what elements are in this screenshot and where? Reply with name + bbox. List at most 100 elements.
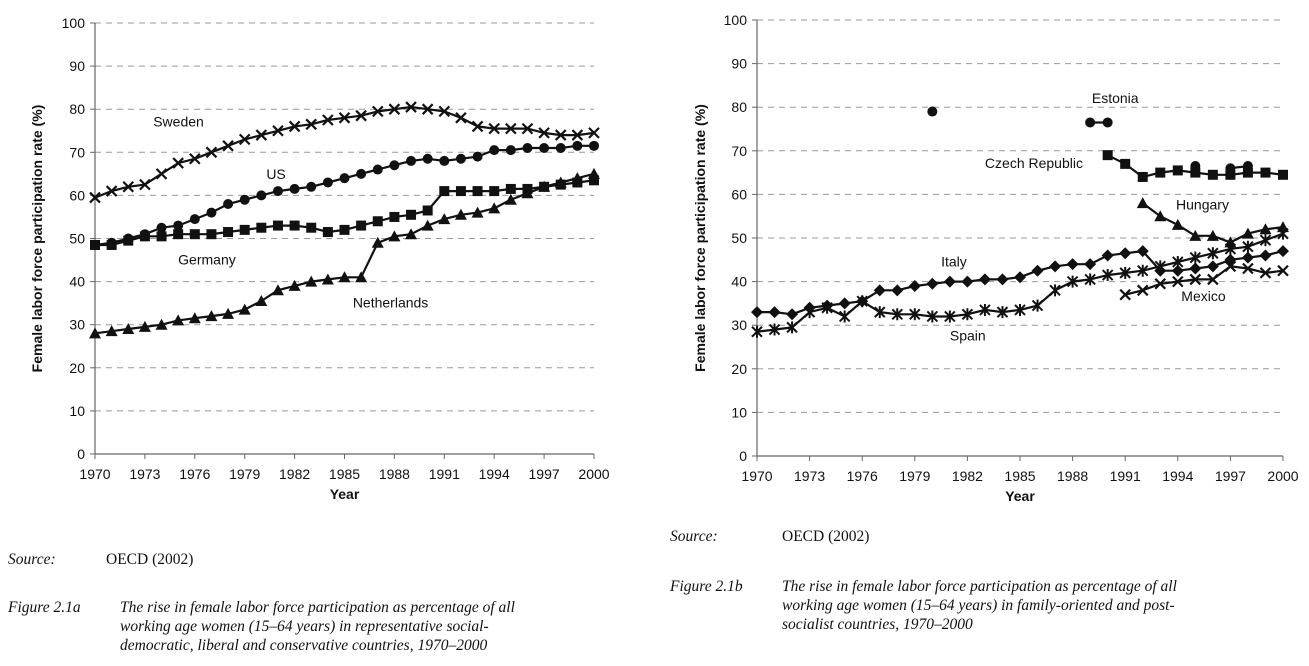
x-axis-title: Year [330, 486, 360, 502]
series-labels: Sweden US Germany Netherlands [153, 113, 428, 310]
data-point-spain [926, 310, 939, 323]
data-point-netherlands [538, 180, 551, 192]
data-point-netherlands [155, 318, 168, 330]
data-point-czech-republic [1260, 167, 1271, 178]
series-label-italy: Italy [941, 253, 967, 269]
y-tick-label: 100 [62, 15, 86, 31]
data-point-germany [239, 224, 250, 235]
data-point-italy [1241, 251, 1254, 264]
data-point-us [539, 142, 550, 153]
data-point-germany [505, 183, 516, 194]
data-point-italy [786, 308, 799, 321]
data-point-germany [439, 186, 450, 197]
data-point-netherlands [355, 271, 368, 283]
y-axis-title: Female labor force participation rate (%… [29, 105, 45, 373]
data-point-spain [821, 301, 833, 314]
source-value: OECD (2002) [782, 528, 870, 545]
data-point-sweden [505, 122, 517, 135]
data-point-spain [1154, 260, 1166, 273]
data-point-spain [838, 310, 851, 323]
data-point-netherlands [288, 279, 301, 291]
data-point-us [472, 151, 483, 162]
data-point-hungary [1136, 197, 1149, 209]
series-label-germany: Germany [178, 251, 236, 267]
data-point-us [272, 186, 283, 197]
data-point-italy [943, 275, 956, 288]
data-point-us [522, 142, 533, 153]
data-point-netherlands [271, 284, 284, 296]
figure-caption-line: The rise in female labor force participa… [120, 599, 515, 616]
data-point-netherlands [338, 271, 351, 283]
y-tick-label: 60 [731, 186, 747, 202]
data-point-us [356, 168, 367, 179]
data-point-italy [891, 284, 904, 297]
x-tick-label: 1976 [179, 466, 210, 482]
data-point-spain [1137, 264, 1149, 277]
data-point-italy [1277, 245, 1289, 258]
data-point-czech-republic [1278, 169, 1288, 180]
y-tick-label: 80 [731, 99, 747, 115]
data-point-us [439, 155, 450, 166]
y-tick-label: 0 [77, 446, 85, 462]
data-point-spain [874, 306, 886, 319]
data-point-mexico [1119, 288, 1131, 301]
data-point-italy [1206, 260, 1219, 273]
data-point-germany [356, 220, 367, 231]
data-point-sweden [538, 127, 550, 139]
data-point-czech-republic [1155, 167, 1166, 178]
data-point-us [173, 220, 184, 231]
data-point-italy [1224, 253, 1237, 266]
series-estonia [927, 106, 1253, 174]
data-point-germany [589, 175, 599, 186]
source-label: Source: [670, 528, 718, 545]
data-point-us [322, 177, 333, 188]
data-point-us [223, 199, 234, 210]
data-point-netherlands [421, 219, 434, 231]
data-point-czech-republic [1172, 165, 1183, 176]
series-label-czech-republic: Czech Republic [985, 155, 1083, 171]
y-tick-label: 30 [69, 317, 85, 333]
data-point-czech-republic [1225, 169, 1236, 180]
data-point-spain [1101, 269, 1114, 282]
x-tick-label: 1997 [1215, 468, 1246, 484]
data-point-us [339, 173, 350, 184]
x-tick-label: 1988 [1057, 468, 1088, 484]
data-point-sweden [172, 157, 184, 169]
data-point-italy [768, 306, 781, 319]
data-point-us [372, 164, 383, 175]
data-point-germany [389, 211, 400, 222]
x-tick-label: 1970 [741, 468, 772, 484]
figure-caption-left: Figure 2.1a The rise in female labor for… [8, 598, 648, 662]
data-point-germany [322, 227, 333, 238]
source-caption-right: Source: OECD (2002) [670, 527, 1290, 549]
x-tick-label: 1973 [794, 468, 825, 484]
data-point-us [156, 222, 167, 233]
data-point-estonia [927, 106, 938, 117]
data-point-czech-republic [1120, 158, 1131, 169]
data-point-netherlands [238, 303, 251, 315]
data-point-germany [289, 220, 300, 231]
data-point-spain [961, 308, 974, 321]
data-point-sweden [122, 181, 135, 193]
data-point-netherlands [205, 310, 218, 322]
data-point-italy [1136, 245, 1149, 258]
data-point-sweden [222, 140, 234, 152]
data-point-estonia [1102, 117, 1113, 128]
data-point-italy [1119, 247, 1132, 260]
data-point-sweden [255, 129, 268, 141]
series-spain [751, 227, 1289, 338]
data-point-netherlands [222, 307, 235, 319]
x-tick-label: 1985 [329, 466, 360, 482]
series-mexico [1119, 260, 1289, 301]
data-point-spain [803, 306, 816, 319]
data-point-sweden [455, 112, 467, 124]
data-point-italy [1084, 258, 1097, 271]
data-point-sweden [471, 120, 484, 133]
data-point-spain [786, 321, 798, 334]
data-point-sweden [405, 101, 417, 113]
y-axis: 0 10 20 30 40 50 60 70 80 90 100 [62, 15, 95, 462]
series-label-us: US [266, 166, 285, 182]
data-point-spain [1119, 266, 1131, 279]
data-point-czech-republic [1190, 167, 1201, 178]
